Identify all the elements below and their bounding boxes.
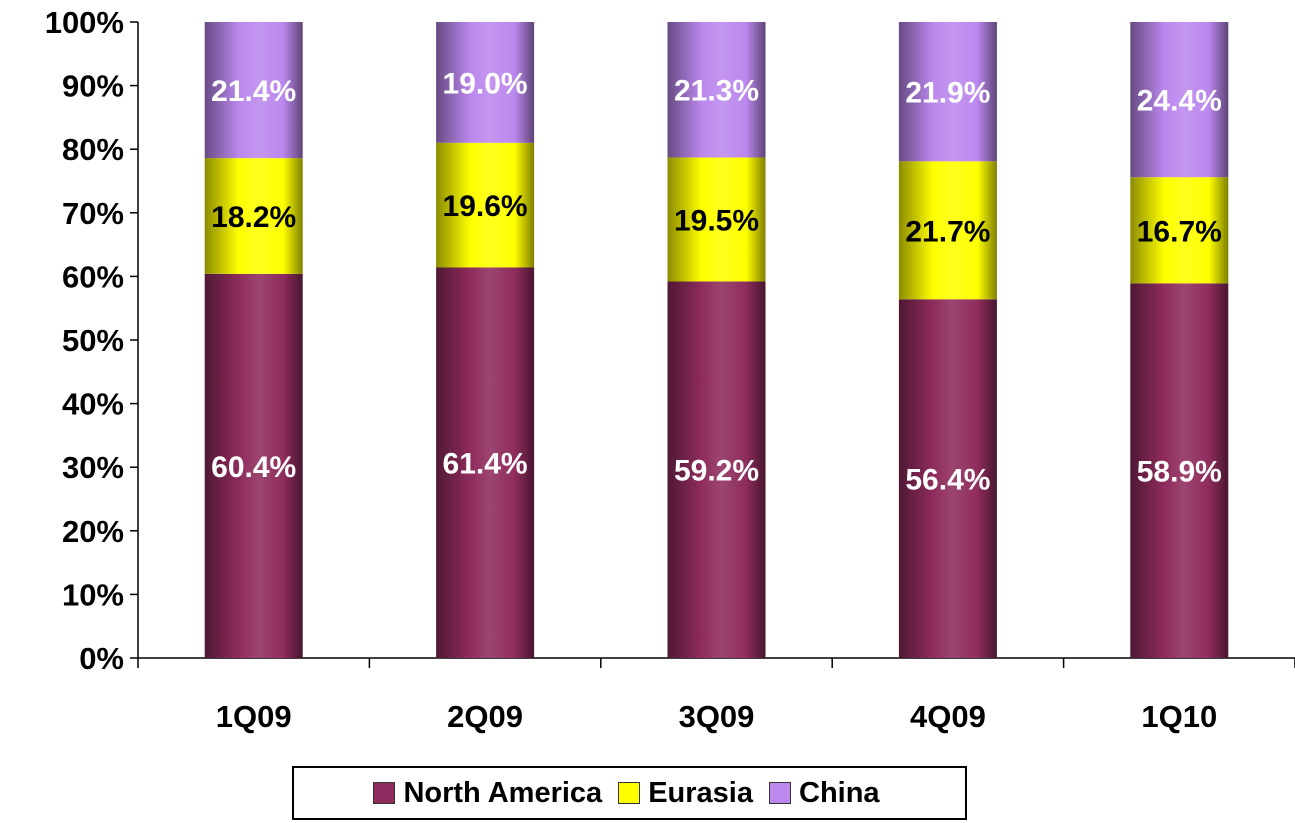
x-tick-label: 3Q09 <box>679 699 755 734</box>
data-label: 21.4% <box>211 75 296 108</box>
y-tick-label: 60% <box>62 259 124 294</box>
legend-label-eurasia: Eurasia <box>648 776 753 809</box>
y-tick-label: 100% <box>45 5 124 40</box>
x-tick-label: 2Q09 <box>447 699 523 734</box>
data-label: 58.9% <box>1137 456 1222 489</box>
x-tick-label: 1Q09 <box>216 699 292 734</box>
bar-segment <box>436 142 535 268</box>
bar-segment <box>898 161 997 300</box>
data-label: 21.9% <box>905 77 990 110</box>
bar-segment <box>667 281 766 658</box>
bar-segment <box>1130 22 1229 178</box>
x-tick-label: 1Q10 <box>1141 699 1217 734</box>
legend: North America Eurasia China <box>292 766 967 820</box>
bar-segment <box>898 299 997 658</box>
y-tick-label: 80% <box>62 132 124 167</box>
bar-segment <box>436 267 535 658</box>
bar-segment <box>204 158 303 274</box>
y-tick-label: 0% <box>79 641 124 676</box>
data-label: 19.6% <box>443 190 528 223</box>
data-label: 21.7% <box>905 215 990 248</box>
bars: 60.4% 18.2% 21.4% 61.4% 19.6% 19.0% 59.2% 19.5%… <box>204 22 1229 658</box>
legend-swatch-eurasia <box>618 782 641 804</box>
legend-item-china: China <box>769 777 880 810</box>
y-axis: 0% 10% 20% 30% 40% 50% 60% 70% 80% 90% 100% <box>45 5 139 676</box>
y-tick-label: 40% <box>62 387 124 422</box>
data-label: 60.4% <box>211 451 296 484</box>
legend-label-north-america: North America <box>403 776 603 809</box>
legend-label-china: China <box>799 776 880 809</box>
data-label: 61.4% <box>443 448 528 481</box>
bar-segment <box>204 22 303 159</box>
legend-swatch-north-america <box>373 782 396 804</box>
data-label: 56.4% <box>905 464 990 497</box>
y-tick-label: 90% <box>62 69 124 104</box>
y-tick-label: 50% <box>62 323 124 358</box>
data-label: 59.2% <box>674 455 759 488</box>
bar-segment <box>667 157 766 282</box>
bar-segment <box>436 22 535 143</box>
y-tick-label: 70% <box>62 196 124 231</box>
data-label: 21.3% <box>674 75 759 108</box>
data-label: 19.5% <box>674 204 759 237</box>
bar-segment <box>667 22 766 158</box>
x-axis: 1Q09 2Q09 3Q09 4Q09 1Q10 <box>137 657 1295 734</box>
bar-segment <box>204 273 303 658</box>
data-label: 18.2% <box>211 201 296 234</box>
bar-segment <box>898 22 997 162</box>
x-tick-label: 4Q09 <box>910 699 986 734</box>
data-label: 19.0% <box>443 67 528 100</box>
data-label: 24.4% <box>1137 85 1222 118</box>
y-tick-label: 30% <box>62 450 124 485</box>
legend-swatch-china <box>769 782 791 804</box>
legend-item-eurasia: Eurasia <box>618 777 753 810</box>
bar-segment <box>1130 177 1229 284</box>
data-label: 16.7% <box>1137 215 1222 248</box>
y-tick-label: 20% <box>62 514 124 549</box>
bar-segment <box>1130 283 1229 658</box>
legend-item-north-america: North America <box>373 777 602 810</box>
y-tick-label: 10% <box>62 577 124 612</box>
